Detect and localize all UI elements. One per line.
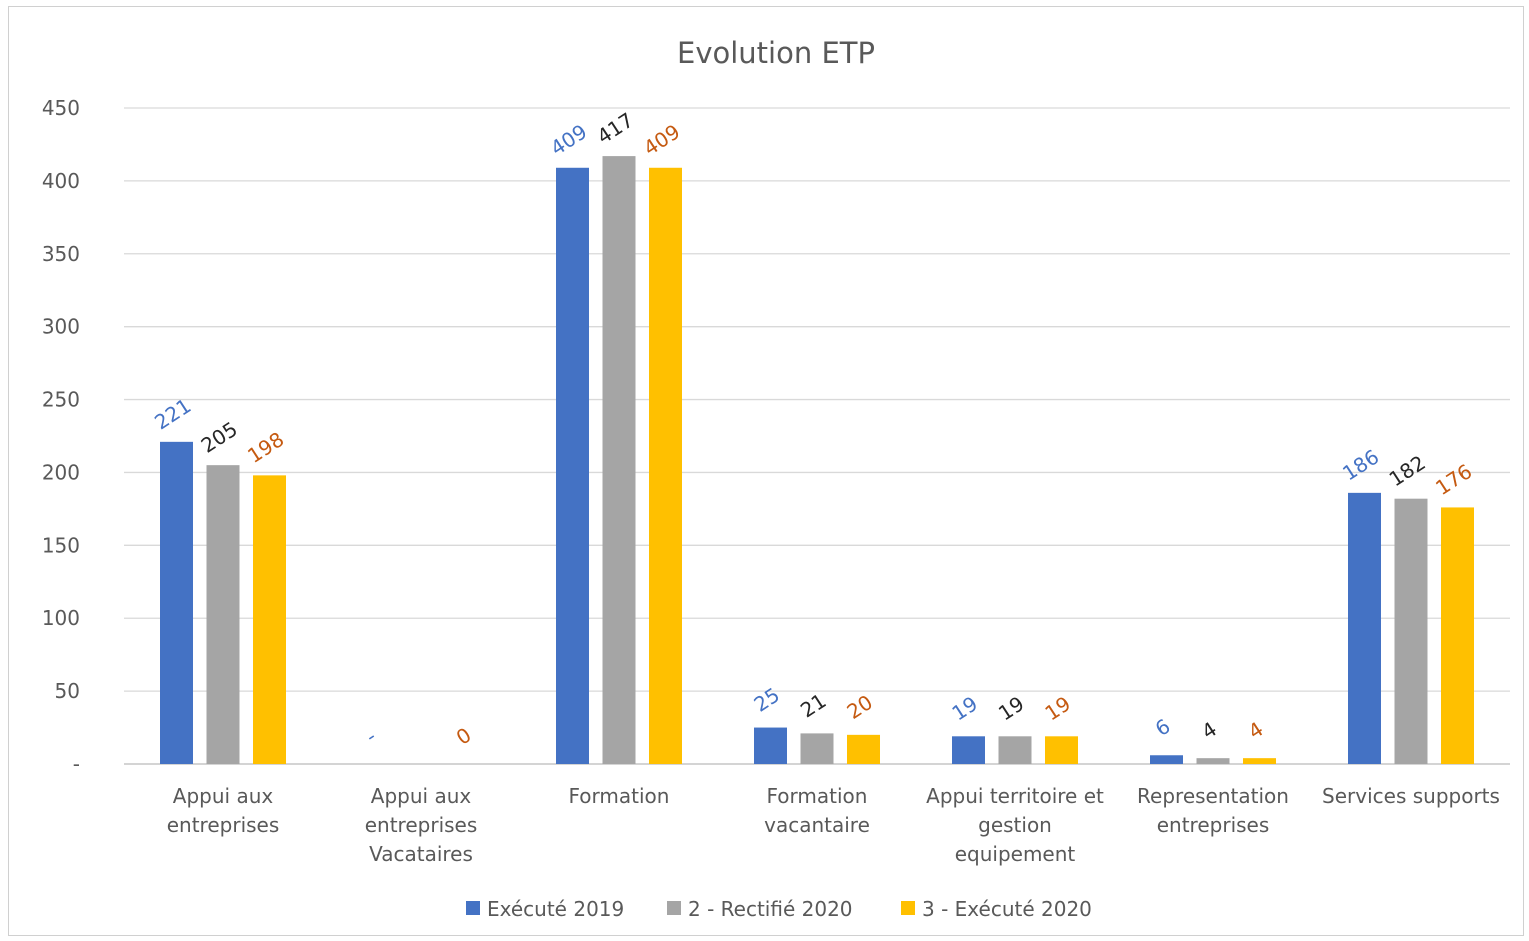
category-label: entreprises	[1157, 813, 1270, 837]
data-label: 176	[1431, 459, 1476, 500]
data-label: 25	[749, 683, 783, 717]
data-label: 417	[593, 108, 638, 149]
data-label: 20	[842, 690, 876, 724]
category-label: Appui aux	[371, 784, 472, 808]
y-axis-ticks: - 50 100 150 200 250 300 350 400 450	[42, 96, 80, 776]
data-label: 409	[639, 119, 684, 160]
legend-label: Exécuté 2019	[487, 897, 624, 921]
y-tick-label: 50	[55, 679, 80, 703]
data-label: 0	[452, 723, 476, 750]
y-tick-label: 100	[42, 606, 80, 630]
category-label: Formation	[767, 784, 868, 808]
bar	[1243, 758, 1276, 764]
data-label: 21	[796, 689, 830, 723]
bar	[160, 441, 193, 764]
legend: Exécuté 2019 2 - Rectifié 2020 3 - Exécuté…	[466, 897, 1092, 921]
category-label: vacantaire	[764, 813, 870, 837]
y-tick-label: 150	[42, 533, 80, 557]
bar	[206, 465, 240, 764]
bar	[1150, 755, 1183, 764]
data-label: 205	[197, 417, 242, 458]
legend-swatch	[667, 901, 681, 915]
bar	[754, 727, 787, 764]
legend-swatch	[466, 901, 480, 915]
bar	[602, 156, 636, 764]
chart-frame	[8, 6, 1524, 936]
y-tick-label: 250	[42, 388, 80, 412]
y-tick-label: 400	[42, 169, 80, 193]
bar	[1348, 492, 1381, 764]
category-label: Services supports	[1322, 784, 1500, 808]
y-tick-label: 200	[42, 460, 80, 484]
category-label: equipement	[955, 842, 1076, 866]
gridlines	[124, 107, 1510, 765]
bar	[649, 167, 682, 764]
y-tick-label: 450	[42, 96, 80, 120]
category-label: Formation	[569, 784, 670, 808]
bar	[556, 167, 589, 764]
legend-swatch	[901, 901, 915, 915]
data-label: 6	[1151, 714, 1175, 741]
bar	[847, 734, 880, 764]
category-label: Appui aux	[173, 784, 274, 808]
data-label: 409	[546, 119, 591, 160]
bar	[952, 736, 985, 764]
data-label: -	[361, 724, 380, 748]
data-label: 19	[994, 691, 1028, 725]
category-label: Vacataires	[369, 842, 473, 866]
data-label: 182	[1385, 450, 1430, 491]
category-label: gestion	[978, 813, 1052, 837]
y-tick-label: 350	[42, 242, 80, 266]
bar	[800, 733, 834, 764]
data-label: 186	[1338, 445, 1383, 486]
category-label: entreprises	[365, 813, 478, 837]
category-label: entreprises	[167, 813, 280, 837]
bar	[1045, 736, 1078, 764]
x-axis-categories: Appui aux entreprises Appui aux entreprises…	[167, 784, 1500, 866]
y-tick-label: 300	[42, 315, 80, 339]
bar	[998, 736, 1032, 764]
bar	[1196, 758, 1230, 764]
legend-label: 2 - Rectifié 2020	[688, 897, 853, 921]
bars	[160, 156, 1474, 764]
data-label: 198	[243, 427, 288, 468]
bar	[1441, 507, 1474, 764]
chart-title: Evolution ETP	[677, 36, 875, 70]
data-label: 19	[1040, 691, 1074, 725]
data-label: 4	[1244, 717, 1268, 744]
data-label: 19	[947, 691, 981, 725]
data-label: 4	[1197, 717, 1221, 744]
category-label: Representation	[1137, 784, 1289, 808]
y-tick-label: -	[73, 752, 80, 776]
legend-label: 3 - Exécuté 2020	[922, 897, 1092, 921]
category-label: Appui territoire et	[926, 784, 1104, 808]
bar	[253, 475, 286, 764]
bar	[1394, 498, 1428, 764]
